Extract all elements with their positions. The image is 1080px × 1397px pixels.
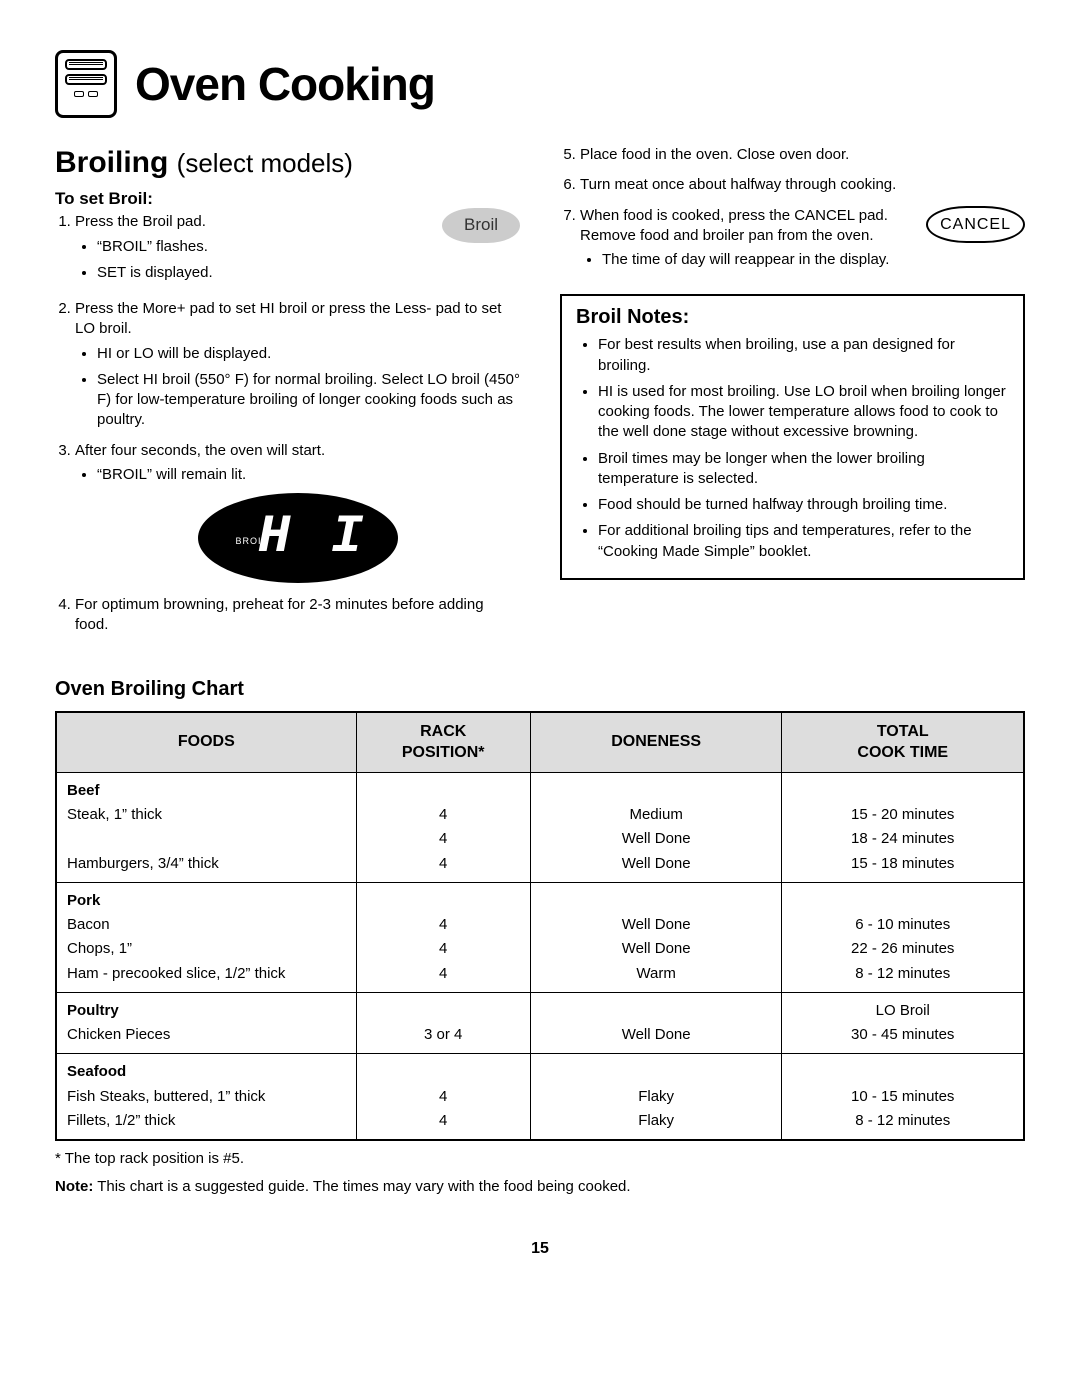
notes-title: Broil Notes: [576,304,1009,331]
step-6: Turn meat once about halfway through coo… [580,175,1025,195]
th-doneness: DONENESS [530,712,782,773]
table-row: Poultry LO Broil [56,992,1024,1023]
cat-beef: Beef [56,772,356,803]
table-row: Ham - precooked slice, 1/2” thick 4 Warm… [56,962,1024,993]
footnote-2: Note: This chart is a suggested guide. T… [55,1177,1025,1197]
table-row: Beef [56,772,1024,803]
step-3a: “BROIL” will remain lit. [97,465,520,485]
step-1b: SET is displayed. [97,263,520,283]
left-column: Broiling (select models) To set Broil: B… [55,143,520,646]
step-2a: HI or LO will be displayed. [97,344,520,364]
oven-icon [55,50,117,118]
page-number: 15 [55,1238,1025,1260]
step-7: When food is cooked, press the CANCEL pa… [580,207,888,244]
table-row: Hamburgers, 3/4” thick 4 Well Done 15 - … [56,852,1024,883]
step-5: Place food in the oven. Close oven door. [580,145,1025,165]
right-column: Place food in the oven. Close oven door.… [560,143,1025,646]
table-row: Chops, 1” 4 Well Done 22 - 26 minutes [56,937,1024,961]
page-title: Oven Cooking [135,53,435,115]
table-row: Pork [56,882,1024,913]
broil-chart: FOODS RACK POSITION* DONENESS TOTAL COOK… [55,711,1025,1141]
table-row: Fillets, 1/2” thick 4 Flaky 8 - 12 minut… [56,1109,1024,1140]
note-2: HI is used for most broiling. Use LO bro… [598,382,1009,443]
broiling-heading: Broiling (select models) [55,143,520,184]
th-time: TOTAL COOK TIME [782,712,1024,773]
cancel-button: CANCEL [926,206,1025,244]
step-2b: Select HI broil (550° F) for normal broi… [97,370,520,431]
steps-left: Broil Press the Broil pad. “BROIL” flash… [55,212,520,635]
table-row: Steak, 1” thick 4 Medium 15 - 20 minutes [56,803,1024,827]
th-foods: FOODS [56,712,356,773]
broil-notes: Broil Notes: For best results when broil… [560,294,1025,580]
step-4: For optimum browning, preheat for 2-3 mi… [75,595,520,636]
table-row: Seafood [56,1054,1024,1085]
note-3: Broil times may be longer when the lower… [598,449,1009,490]
note-5: For additional broiling tips and tempera… [598,521,1009,562]
cat-pork: Pork [56,882,356,913]
step-3: After four seconds, the oven will start. [75,442,325,459]
oven-display: BROIL H I [198,493,398,583]
step-7a: The time of day will reappear in the dis… [602,250,1025,270]
page-header: Oven Cooking [55,50,1025,118]
display-value: H I [258,502,367,575]
display-label: BROIL [236,535,268,547]
note-4: Food should be turned halfway through br… [598,495,1009,515]
table-row: Bacon 4 Well Done 6 - 10 minutes [56,913,1024,937]
table-row: Fish Steaks, buttered, 1” thick 4 Flaky … [56,1085,1024,1109]
footnote-1: * The top rack position is #5. [55,1149,1025,1169]
broil-button: Broil [442,208,520,243]
broiling-paren: (select models) [177,148,353,178]
cat-poultry: Poultry [56,992,356,1023]
to-set-broil: To set Broil: [55,188,520,211]
step-1: Press the Broil pad. [75,213,206,230]
steps-right: Place food in the oven. Close oven door.… [560,145,1025,276]
step-2: Press the More+ pad to set HI broil or p… [75,300,501,337]
chart-title: Oven Broiling Chart [55,676,1025,703]
broiling-title: Broiling [55,146,168,179]
table-row: Chicken Pieces 3 or 4 Well Done 30 - 45 … [56,1023,1024,1054]
cat-seafood: Seafood [56,1054,356,1085]
note-1: For best results when broiling, use a pa… [598,335,1009,376]
table-row: 4 Well Done 18 - 24 minutes [56,827,1024,851]
th-rack: RACK POSITION* [356,712,530,773]
